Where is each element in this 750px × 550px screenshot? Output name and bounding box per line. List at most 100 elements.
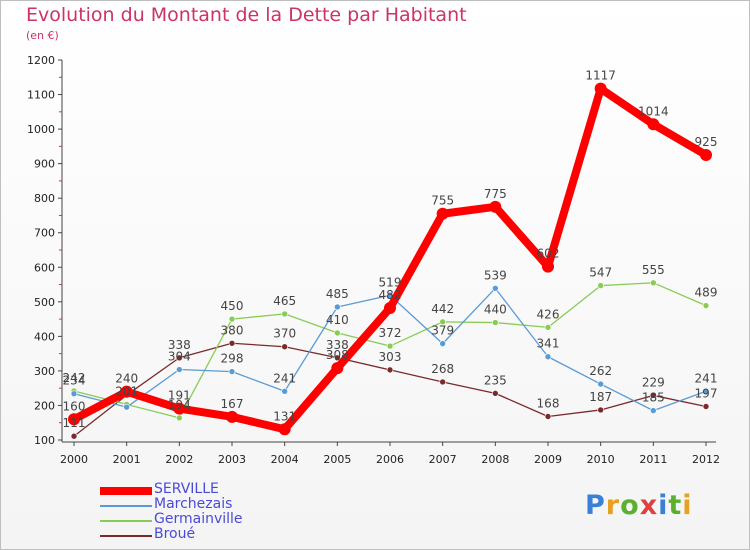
legend-swatch <box>100 487 152 495</box>
y-tick-label: 100 <box>34 434 55 447</box>
legend-label: Broué <box>154 526 196 542</box>
data-label: 450 <box>221 299 244 313</box>
legend-swatch <box>100 505 152 507</box>
data-label: 131 <box>273 409 296 423</box>
data-label: 338 <box>326 338 349 352</box>
data-label: 111 <box>63 416 86 430</box>
data-label: 547 <box>589 266 612 280</box>
data-label: 201 <box>115 384 138 398</box>
data-point <box>439 378 446 386</box>
data-point <box>650 392 657 399</box>
data-label: 242 <box>63 371 86 385</box>
data-point <box>68 413 80 426</box>
data-point <box>700 149 712 161</box>
data-label: 440 <box>484 303 507 317</box>
data-label: 372 <box>379 326 402 340</box>
x-tick-label: 2000 <box>60 453 88 466</box>
x-tick-label: 2003 <box>218 453 246 466</box>
data-label: 167 <box>221 397 244 411</box>
data-point <box>492 390 499 397</box>
data-label: 229 <box>642 375 665 389</box>
data-point <box>278 423 291 436</box>
data-label: 555 <box>642 263 665 277</box>
logo-letter: i <box>658 490 669 521</box>
chart-subtitle: (en €) <box>26 29 59 42</box>
data-point <box>702 387 710 395</box>
logo-letter: P <box>585 490 606 521</box>
y-tick-label: 400 <box>34 330 55 343</box>
data-point <box>386 366 394 374</box>
data-label: 485 <box>326 287 349 301</box>
x-tick-label: 2008 <box>481 453 509 466</box>
data-point <box>384 302 396 315</box>
data-label: 539 <box>484 268 507 282</box>
data-label: 1014 <box>638 104 669 118</box>
data-label: 465 <box>273 294 296 308</box>
data-label: 191 <box>168 389 191 403</box>
data-label: 168 <box>537 397 560 411</box>
data-point <box>544 324 552 331</box>
data-point <box>281 387 288 395</box>
data-point <box>334 354 341 362</box>
y-tick-label: 1200 <box>27 54 55 67</box>
y-tick-label: 900 <box>34 158 55 171</box>
data-point <box>228 339 236 347</box>
data-label: 341 <box>537 337 560 351</box>
data-point <box>702 403 710 410</box>
data-point <box>647 118 660 131</box>
data-label: 925 <box>695 135 718 149</box>
y-tick-label: 800 <box>34 192 55 205</box>
data-point <box>123 403 130 411</box>
data-point <box>173 402 186 415</box>
data-point <box>70 390 78 398</box>
data-label: 379 <box>431 324 454 338</box>
data-label: 1117 <box>585 69 616 83</box>
data-point <box>228 368 236 375</box>
y-tick-label: 300 <box>34 365 55 378</box>
data-point <box>544 353 552 361</box>
data-label: 194 <box>168 398 191 412</box>
x-tick-label: 2005 <box>323 453 351 466</box>
data-label: 482 <box>379 288 402 302</box>
data-label: 241 <box>695 371 718 385</box>
y-tick-label: 200 <box>34 399 55 412</box>
legend-label: Marchezais <box>154 496 233 512</box>
data-point <box>120 385 133 398</box>
data-point <box>228 315 236 323</box>
data-label: 380 <box>221 323 244 337</box>
data-label: 185 <box>642 391 665 405</box>
series-line-serville <box>70 84 710 434</box>
data-point <box>176 366 183 373</box>
logo-letter: t <box>668 490 683 521</box>
data-point <box>70 432 78 440</box>
data-point <box>281 343 288 351</box>
data-point <box>542 260 554 273</box>
proxiti-logo: Proxiti <box>585 490 693 521</box>
data-point <box>334 329 341 337</box>
data-label: 489 <box>695 286 718 300</box>
data-point <box>702 302 710 309</box>
data-label: 303 <box>379 350 402 364</box>
legend-label: SERVILLE <box>154 481 219 497</box>
x-tick-label: 2004 <box>271 453 299 466</box>
logo-letter: r <box>605 490 621 521</box>
data-label: 426 <box>537 307 560 321</box>
data-point <box>597 282 604 289</box>
data-label: 235 <box>484 373 507 387</box>
legend-swatch <box>100 535 152 537</box>
data-point <box>331 362 344 375</box>
data-label: 775 <box>484 187 507 201</box>
data-point <box>650 279 657 287</box>
x-tick-label: 2009 <box>534 453 562 466</box>
chart-title: Evolution du Montant de la Dette par Hab… <box>26 4 467 26</box>
data-label: 187 <box>589 390 612 404</box>
data-point <box>597 406 604 414</box>
data-label: 160 <box>63 399 86 413</box>
data-label: 602 <box>537 247 560 261</box>
data-point <box>489 200 502 213</box>
y-tick-label: 700 <box>34 227 55 240</box>
x-tick-label: 2002 <box>165 453 193 466</box>
x-tick-label: 2011 <box>639 453 667 466</box>
data-point <box>436 207 449 220</box>
